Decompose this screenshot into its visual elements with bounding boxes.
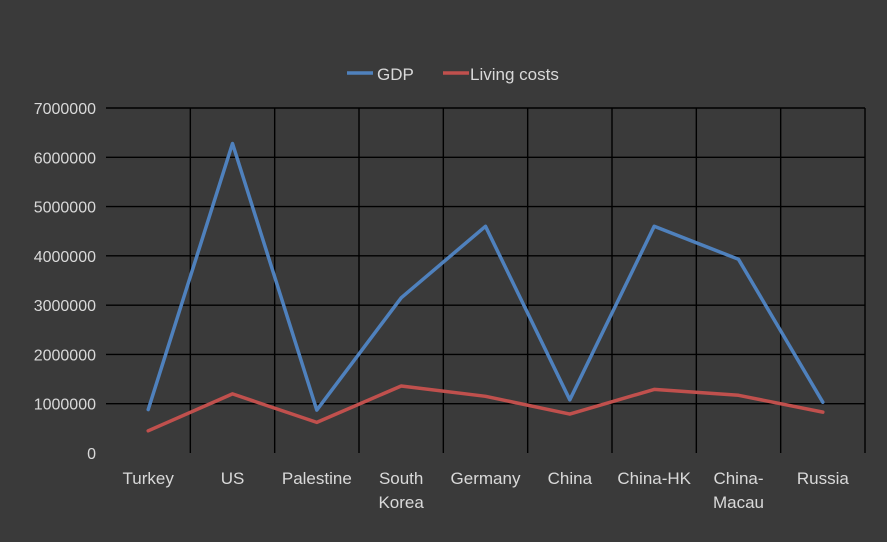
- x-tick-label-line: Germany: [451, 469, 521, 488]
- y-tick-label: 2000000: [34, 347, 96, 364]
- x-tick-label: Russia: [797, 469, 850, 488]
- x-tick-label: China- Macau: [713, 469, 764, 512]
- x-tick-label-line: China: [548, 469, 593, 488]
- x-tick-label: US: [221, 469, 245, 488]
- y-tick-label: 1000000: [34, 397, 96, 414]
- x-tick-label-line: China-HK: [617, 469, 691, 488]
- x-tick-label: Palestine: [282, 469, 352, 488]
- y-tick-label: 0: [87, 446, 96, 463]
- series-line-living-costs: [146, 384, 825, 433]
- x-tick-label-line: US: [221, 469, 245, 488]
- x-tick-label: South Korea: [378, 469, 424, 512]
- legend-label: Living costs: [470, 65, 559, 84]
- x-tick-label-line: Turkey: [123, 469, 175, 488]
- legend-label: GDP: [377, 65, 414, 84]
- x-tick-label-line: South: [379, 469, 423, 488]
- y-tick-label: 7000000: [34, 101, 96, 118]
- x-tick-label-line: China-: [713, 469, 763, 488]
- x-tick-label-line: Russia: [797, 469, 850, 488]
- y-tick-label: 5000000: [34, 200, 96, 217]
- x-tick-label: Germany: [451, 469, 521, 488]
- series-line-gdp: [146, 141, 825, 412]
- y-tick-label: 6000000: [34, 150, 96, 167]
- x-tick-label: Turkey: [123, 469, 175, 488]
- x-tick-label-line: Palestine: [282, 469, 352, 488]
- x-tick-label: China: [548, 469, 593, 488]
- x-tick-label: China-HK: [617, 469, 691, 488]
- y-tick-label: 4000000: [34, 249, 96, 266]
- y-tick-label: 3000000: [34, 298, 96, 315]
- x-tick-label-line: Korea: [378, 493, 424, 512]
- x-tick-label-line: Macau: [713, 493, 764, 512]
